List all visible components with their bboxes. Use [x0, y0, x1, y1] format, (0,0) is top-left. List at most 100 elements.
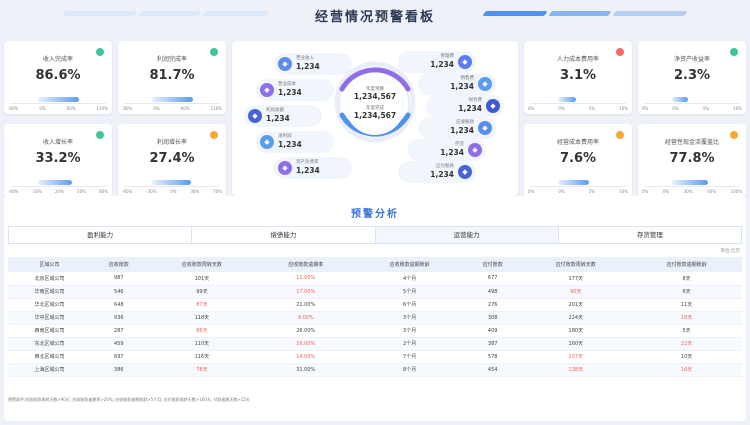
kpi-value: 2.3%: [673, 68, 711, 83]
table-cell: 10天: [631, 350, 742, 364]
table-header[interactable]: 应付账款: [465, 257, 521, 272]
header-deco: [548, 11, 612, 16]
table-row[interactable]: 西南区域公司 287 86天 26.00% 3个月 409 180天 5天: [8, 324, 742, 338]
table-cell: 157天: [520, 350, 632, 364]
tab-profitability[interactable]: 盈利能力: [9, 227, 193, 243]
metric-label: 存货: [455, 142, 464, 147]
tab-operations[interactable]: 运营能力: [375, 227, 559, 243]
kpi-tick: 0%: [558, 106, 565, 111]
metric-label: 利润总额: [266, 108, 284, 113]
table-header[interactable]: 应付账款周转天数: [520, 257, 632, 272]
table-cell: 北京区域公司: [8, 272, 92, 286]
table-cell: 86天: [146, 324, 258, 338]
kpi-title: 净资产收益率: [673, 56, 710, 63]
tab-inventory[interactable]: 存货管理: [558, 227, 741, 243]
kpi-ticks: 0% 0% 5% 10%: [528, 106, 628, 111]
metric-pill[interactable]: ◆ 管理费 1,234: [398, 51, 476, 73]
kpi-card[interactable]: 人力成本费用率 3.1% 0% 0% 5% 10%: [524, 41, 632, 114]
kpi-progress-bar: [672, 180, 708, 185]
table-header[interactable]: 应收账款逾期率: [257, 257, 355, 272]
table-row[interactable]: 西北区域公司 697 116天 14.00% 7个月 578 157天 10天: [8, 350, 742, 364]
kpi-tick: 0%: [672, 106, 679, 111]
table-row[interactable]: 北京区域公司 987 101天 11.00% 4个月 677 177天 8天: [8, 272, 742, 286]
kpi-tick: 5%: [588, 189, 596, 194]
metric-pill[interactable]: ◆ 资产负债率 1,234: [274, 157, 352, 179]
kpi-card[interactable]: 经营成本费用率 7.6% 0% 0% 5% 10%: [524, 124, 632, 197]
kpi-tick: 5%: [702, 106, 710, 111]
table-row[interactable]: 华南区域公司 546 99天 17.00% 5个月 498 90天 6天: [8, 285, 742, 299]
table-cell: 东北区域公司: [8, 337, 92, 351]
metric-pill[interactable]: ◆ 财务费 1,234: [426, 95, 504, 117]
metric-pill[interactable]: ◆ 营业收入 1,234: [274, 53, 352, 75]
coin-icon: ◆: [260, 135, 274, 149]
status-dot: [210, 131, 218, 139]
kpi-tick: 30%: [190, 189, 200, 194]
table-cell: 386: [91, 363, 147, 377]
core-done-value: 1,234,567: [353, 111, 397, 120]
kpi-axis: [10, 103, 106, 104]
metric-pill[interactable]: ◆ 应收账款 1,234: [418, 117, 496, 139]
kpi-tick: 60%: [180, 106, 190, 111]
kpi-axis: [124, 186, 220, 187]
table-header[interactable]: 应收账款逾期账龄: [354, 257, 465, 272]
kpi-progress-bar: [558, 180, 589, 185]
table-cell: 西北区域公司: [8, 350, 92, 364]
section-title: 预警分析: [351, 209, 399, 220]
table-header[interactable]: 应付账款逾期账龄: [631, 257, 742, 272]
table-cell: 6天: [631, 285, 742, 299]
table-cell: 498: [465, 285, 521, 299]
tab-solvency[interactable]: 偿债能力: [192, 227, 376, 243]
kpi-value: 33.2%: [35, 151, 81, 166]
header: 经营情况预警看板: [0, 0, 750, 30]
table-row[interactable]: 华北区域公司 648 87天 21.00% 6个月 276 201天 11天: [8, 298, 742, 312]
kpi-progress-bar: [38, 180, 72, 185]
kpi-tick: 30%: [683, 189, 693, 194]
metric-pill[interactable]: ◆ 销售费 1,234: [418, 73, 496, 95]
table-cell: 5天: [631, 324, 742, 338]
kpi-progress-bar: [152, 97, 193, 102]
kpi-card[interactable]: 利润增长率 27.4% -60% -30% 0% 30% 70%: [118, 124, 226, 197]
kpi-title: 利润增长率: [156, 139, 187, 146]
header-deco: [612, 11, 688, 16]
table-cell: 11.00%: [257, 272, 355, 286]
kpi-tick: -60%: [122, 106, 133, 111]
kpi-ticks: 0% 0% 30% 60% 100%: [642, 189, 742, 194]
metric-pill[interactable]: ◆ 利润总额 1,234: [244, 105, 322, 127]
table-cell: 9.00%: [257, 311, 355, 325]
metric-value: 1,234: [266, 114, 290, 123]
table-cell: 180天: [520, 324, 632, 338]
table-cell: 6个月: [354, 298, 465, 312]
table-cell: 160天: [520, 337, 632, 351]
percent-icon: ◆: [278, 161, 292, 175]
kpi-card[interactable]: 收入增长率 33.2% -40% -10% 20% 50% 80%: [4, 124, 112, 197]
table-cell: 987: [91, 272, 147, 286]
metric-pill[interactable]: ◆ 存货 1,234: [408, 139, 486, 161]
table-header[interactable]: 应收账款: [91, 257, 147, 272]
kpi-card[interactable]: 经营性现金流覆盖比 77.8% 0% 0% 30% 60% 100%: [638, 124, 746, 197]
metric-pill[interactable]: ◆ 应付账款 1,234: [398, 161, 476, 183]
table-cell: 78天: [146, 363, 258, 377]
metric-pill[interactable]: ◆ 净利润 1,234: [256, 131, 334, 153]
table-row[interactable]: 上海区域公司 386 78天 31.00% 8个月 454 138天 16天: [8, 363, 742, 377]
kpi-axis: [530, 186, 626, 187]
table-row[interactable]: 东北区域公司 459 110天 16.00% 2个月 387 160天 22天: [8, 337, 742, 351]
kpi-tick: 5%: [588, 106, 596, 111]
table-cell: 409: [465, 324, 521, 338]
kpi-card[interactable]: 收入完成率 86.6% -60% 0% 60% 120%: [4, 41, 112, 114]
kpi-tick: 20%: [55, 189, 64, 194]
kpi-ticks: 0% 0% 5% 10%: [642, 106, 742, 111]
table-header[interactable]: 区域公司: [8, 257, 92, 272]
table-cell: 22天: [631, 337, 742, 351]
kpi-card[interactable]: 净资产收益率 2.3% 0% 0% 5% 10%: [638, 41, 746, 114]
unit-label: 单位:亿元: [720, 249, 740, 254]
budget-core: 年度预算 1,234,567 年度完成 1,234,567: [345, 75, 405, 135]
kpi-axis: [124, 103, 220, 104]
kpi-card[interactable]: 利润完成率 81.7% -60% 0% 60% 120%: [118, 41, 226, 114]
metric-label: 应付账款: [436, 164, 454, 169]
table-header[interactable]: 应收账款周转天数: [146, 257, 258, 272]
metric-pill[interactable]: ◆ 营业成本 1,234: [256, 79, 334, 101]
metric-value: 1,234: [450, 82, 474, 91]
table-cell: 华南区域公司: [8, 285, 92, 299]
table-row[interactable]: 华中区域公司 936 118天 9.00% 3个月 308 224天 18天: [8, 311, 742, 325]
table-cell: 7个月: [354, 350, 465, 364]
